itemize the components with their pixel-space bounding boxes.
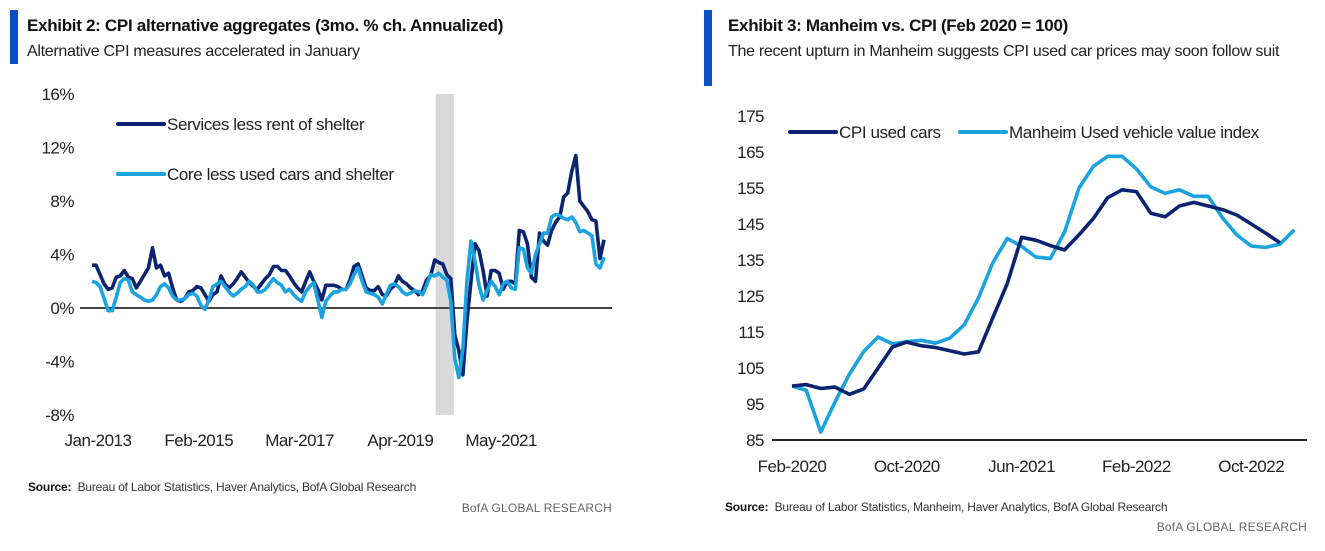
series-line-core-less-used-cars bbox=[91, 212, 606, 380]
legend: CPI used cars Manheim Used vehicle value … bbox=[788, 123, 1260, 142]
y-tick-label: -4% bbox=[45, 353, 74, 372]
legend-label: CPI used cars bbox=[839, 123, 941, 142]
y-tick-label: 125 bbox=[737, 287, 764, 306]
y-tick-label: 12% bbox=[41, 139, 74, 158]
x-tick-label: Oct-2020 bbox=[874, 457, 940, 476]
chart-subtitle: The recent upturn in Manheim suggests CP… bbox=[728, 43, 1280, 60]
exhibit-3-chart: 85 95 105 115 125 135 145 155 165 175 Feb-2020 Oct… bbox=[737, 107, 1307, 476]
chart-title: Exhibit 2: CPI alternative aggregates (3… bbox=[27, 16, 504, 35]
x-tick-label: Feb-2020 bbox=[758, 457, 827, 476]
y-tick-label: 165 bbox=[737, 143, 764, 162]
x-axis: Jan-2013 Feb-2015 Mar-2017 Apr-2019 May-2021 bbox=[65, 431, 538, 450]
x-tick-label: Jan-2013 bbox=[65, 431, 132, 450]
y-tick-label: 115 bbox=[738, 323, 764, 342]
y-tick-label: 135 bbox=[737, 251, 764, 270]
legend-label: Core less used cars and shelter bbox=[167, 165, 394, 184]
recession-shading bbox=[435, 94, 454, 415]
x-tick-label: Feb-2022 bbox=[1102, 457, 1171, 476]
y-tick-label: 4% bbox=[50, 246, 74, 265]
source-label: Source: bbox=[28, 480, 72, 494]
y-tick-label: 0% bbox=[50, 299, 74, 318]
y-tick-label: 105 bbox=[737, 359, 764, 378]
x-tick-label: Mar-2017 bbox=[265, 431, 334, 450]
chart-subtitle: Alternative CPI measures accelerated in … bbox=[27, 43, 360, 60]
y-tick-label: 155 bbox=[737, 179, 764, 198]
source-note: Source: Bureau of Labor Statistics, Manh… bbox=[725, 500, 1167, 514]
source-label: Source: bbox=[725, 500, 769, 514]
y-axis: 85 95 105 115 125 135 145 155 165 175 bbox=[737, 107, 764, 450]
y-tick-label: 85 bbox=[746, 431, 764, 450]
source-note: Source: Bureau of Labor Statistics, Have… bbox=[28, 480, 416, 494]
x-tick-label: Feb-2015 bbox=[164, 431, 233, 450]
series-group bbox=[91, 153, 606, 380]
legend: Services less rent of shelter Core less u… bbox=[116, 115, 395, 184]
y-tick-label: 145 bbox=[737, 215, 764, 234]
legend-label: Services less rent of shelter bbox=[167, 115, 365, 134]
x-tick-label: Oct-2022 bbox=[1218, 457, 1284, 476]
series-line-manheim-index bbox=[791, 154, 1296, 434]
legend-label: Manheim Used vehicle value index bbox=[1009, 123, 1260, 142]
series-line-cpi-used-cars bbox=[791, 188, 1281, 397]
brand-label: BofA GLOBAL RESEARCH bbox=[1156, 520, 1307, 534]
y-axis: -8% -4% 0% 4% 8% 12% 16% bbox=[41, 85, 74, 425]
title-accent-bar bbox=[10, 10, 18, 64]
exhibit-2-chart: -8% -4% 0% 4% 8% 12% 16% Jan-2013 Feb-2015 Mar-2… bbox=[41, 85, 612, 450]
x-tick-label: Apr-2019 bbox=[367, 431, 433, 450]
y-tick-label: -8% bbox=[45, 406, 74, 425]
y-tick-label: 16% bbox=[41, 85, 74, 104]
y-tick-label: 8% bbox=[50, 192, 74, 211]
source-text: Bureau of Labor Statistics, Manheim, Hav… bbox=[774, 500, 1168, 514]
x-axis: Feb-2020 Oct-2020 Jun-2021 Feb-2022 Oct-2022 bbox=[758, 457, 1285, 476]
exhibit-2-panel: Exhibit 2: CPI alternative aggregates (3… bbox=[0, 0, 640, 551]
y-tick-label: 175 bbox=[737, 107, 764, 126]
chart-title: Exhibit 3: Manheim vs. CPI (Feb 2020 = 1… bbox=[728, 16, 1068, 35]
y-tick-label: 95 bbox=[746, 395, 764, 414]
brand-label: BofA GLOBAL RESEARCH bbox=[461, 501, 612, 515]
exhibit-3-panel: Exhibit 3: Manheim vs. CPI (Feb 2020 = 1… bbox=[700, 0, 1325, 551]
title-accent-bar bbox=[704, 10, 712, 86]
source-text: Bureau of Labor Statistics, Haver Analyt… bbox=[77, 480, 417, 494]
series-group bbox=[791, 154, 1296, 434]
x-tick-label: Jun-2021 bbox=[988, 457, 1055, 476]
x-tick-label: May-2021 bbox=[465, 431, 537, 450]
